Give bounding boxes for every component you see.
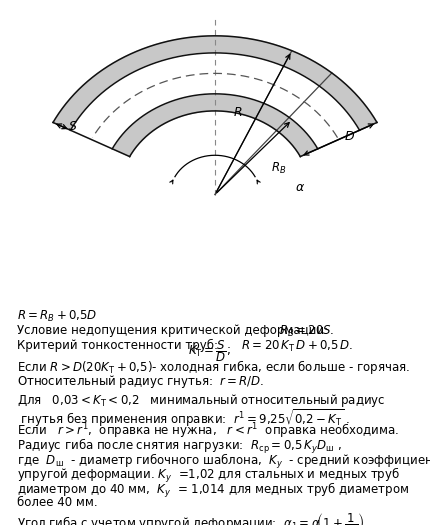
Text: Угол гиба с учетом упругой деформации:  $\alpha_1 = \alpha\!\left(1 + \dfrac{1}{: Угол гиба с учетом упругой деформации: $… bbox=[17, 511, 368, 525]
Text: $R$: $R$ bbox=[233, 106, 243, 119]
Polygon shape bbox=[71, 53, 359, 149]
Text: Условие недопущения критической деформации:: Условие недопущения критической деформац… bbox=[17, 324, 335, 337]
Text: Радиус гиба после снятия нагрузки:  $R_\mathrm{cp} = 0{,}5\,K_y D_\mathrm{ш}$ ,: Радиус гиба после снятия нагрузки: $R_\m… bbox=[17, 437, 342, 456]
Text: диаметром до 40 мм,  $K_y$  = 1,014 для медных труб диаметром: диаметром до 40 мм, $K_y$ = 1,014 для ме… bbox=[17, 481, 409, 500]
Text: Относительный радиус гнутья:  $r = R/D.$: Относительный радиус гнутья: $r = R/D.$ bbox=[17, 373, 264, 390]
Text: где  $D_\mathrm{ш}$  - диаметр гибочного шаблона,  $K_y$  - средний коэффициент: где $D_\mathrm{ш}$ - диаметр гибочного ш… bbox=[17, 452, 430, 470]
Text: $\alpha$: $\alpha$ bbox=[295, 181, 305, 194]
Text: $S$: $S$ bbox=[68, 120, 77, 133]
Text: более 40 мм.: более 40 мм. bbox=[17, 496, 98, 509]
Text: Критерий тонкостенности труб:: Критерий тонкостенности труб: bbox=[17, 339, 225, 352]
Text: Если $R > D(20K_\mathrm{T} + 0{,}5)$- холодная гибка, если больше - горячая.: Если $R > D(20K_\mathrm{T} + 0{,}5)$- хо… bbox=[17, 358, 410, 376]
Text: $R = R_B + 0{,}5D$: $R = R_B + 0{,}5D$ bbox=[17, 309, 97, 324]
Text: гнутья без применения оправки:  $r^1 = 9{,}25\sqrt{0{,}2 - K_\mathrm{T}}$ .: гнутья без применения оправки: $r^1 = 9{… bbox=[17, 407, 350, 428]
Text: Если   $r > r^1$,  оправка не нужна,   $r < r^1$  оправка необходима.: Если $r > r^1$, оправка не нужна, $r < r… bbox=[17, 422, 399, 442]
Text: $R_B$: $R_B$ bbox=[271, 161, 286, 176]
Text: Для   $0{,}03 < K_\mathrm{T} < 0{,}2$   минимальный относительный радиус: Для $0{,}03 < K_\mathrm{T} < 0{,}2$ мини… bbox=[17, 392, 385, 409]
Text: упругой деформации. $K_y$  =1,02 для стальных и медных труб: упругой деформации. $K_y$ =1,02 для стал… bbox=[17, 467, 400, 486]
Text: $K_\mathrm{T} = \dfrac{S}{D};$: $K_\mathrm{T} = \dfrac{S}{D};$ bbox=[188, 339, 231, 364]
Polygon shape bbox=[53, 36, 377, 156]
Text: $D$: $D$ bbox=[344, 130, 355, 143]
Text: $\quad R = 20\,K_\mathrm{T}\,D + 0{,}5\,D.$: $\quad R = 20\,K_\mathrm{T}\,D + 0{,}5\,… bbox=[230, 339, 353, 354]
Text: $R_B = 20S.$: $R_B = 20S.$ bbox=[279, 324, 335, 339]
